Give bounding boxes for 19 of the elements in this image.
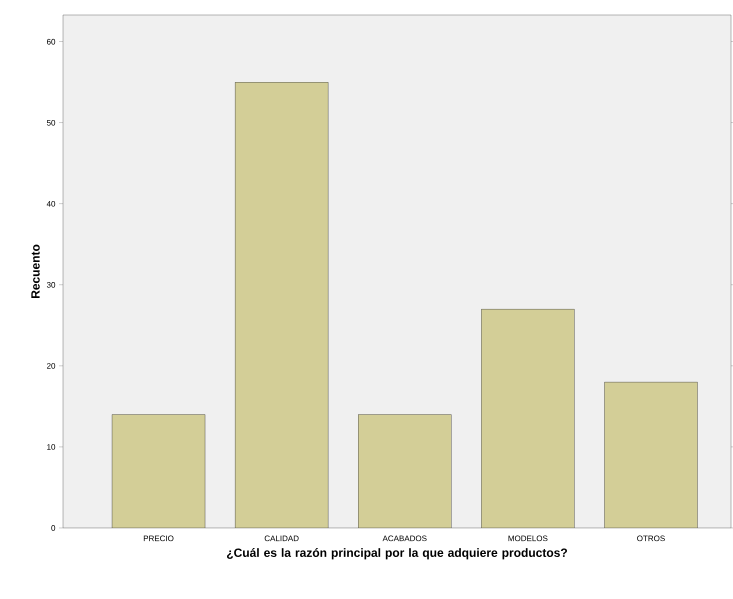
y-tick-label: 40 bbox=[46, 200, 56, 207]
y-tick-label: 0 bbox=[51, 525, 56, 531]
y-axis-title: Recuento bbox=[31, 244, 40, 298]
x-axis-title: ¿Cuál es la razón principal por la que adquiere productos? bbox=[226, 548, 567, 560]
y-tick-label: 50 bbox=[46, 120, 56, 126]
bar bbox=[112, 414, 206, 528]
x-tick-label: CALIDAD bbox=[264, 536, 299, 542]
y-tick-label: 60 bbox=[46, 38, 56, 45]
y-tick-label: 20 bbox=[46, 363, 56, 369]
bar bbox=[604, 382, 698, 528]
bar bbox=[234, 82, 328, 528]
x-tick-label: MODELOS bbox=[508, 536, 548, 542]
bar bbox=[358, 414, 452, 528]
x-tick-label: ACABADOS bbox=[382, 536, 427, 542]
y-tick-label: 30 bbox=[46, 282, 56, 288]
bar bbox=[481, 308, 575, 528]
x-tick-label: OTROS bbox=[637, 536, 665, 542]
x-tick-label: PRECIO bbox=[144, 536, 174, 542]
y-tick-label: 10 bbox=[47, 444, 56, 450]
